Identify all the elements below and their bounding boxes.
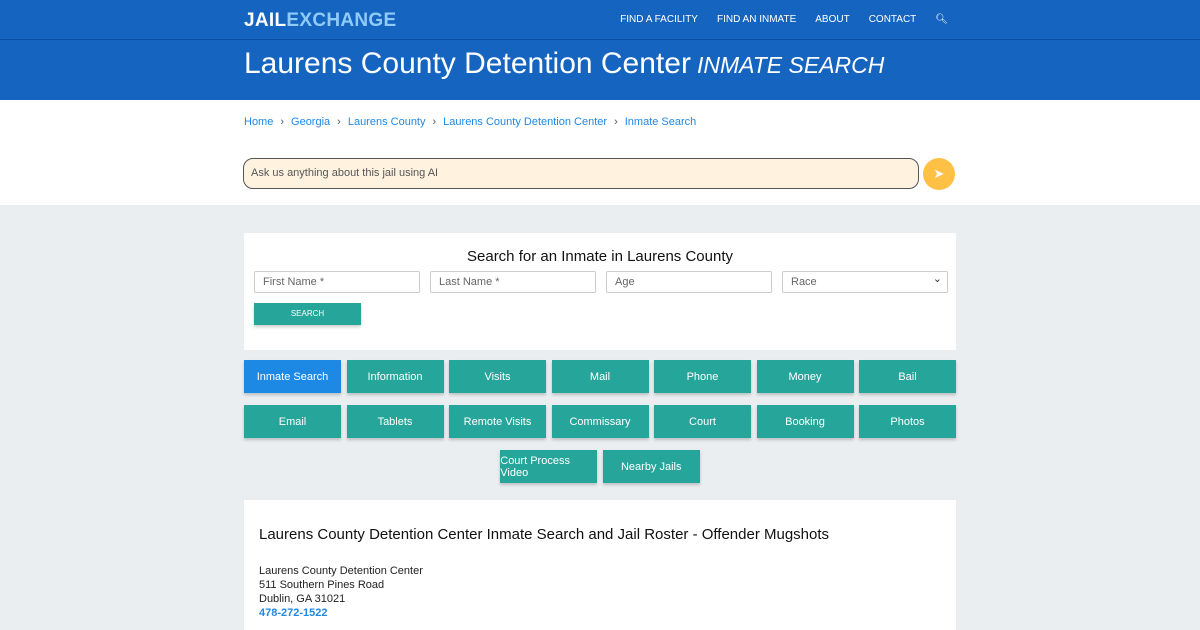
chevron-right-icon: › — [432, 116, 437, 128]
facility-street: 511 Southern Pines Road — [259, 579, 385, 591]
nav-about[interactable]: ABOUT — [815, 14, 850, 25]
search-icon[interactable]: 🔍︎ — [935, 14, 948, 25]
page-title: Laurens County Detention Center INMATE SE… — [244, 47, 884, 81]
race-select[interactable]: Race — [782, 271, 948, 293]
ai-question-input[interactable]: Ask us anything about this jail using AI — [243, 158, 919, 189]
nav-find-facility[interactable]: FIND A FACILITY — [620, 14, 698, 25]
crumb-current[interactable]: Inmate Search — [624, 116, 697, 128]
chevron-right-icon: › — [337, 116, 341, 128]
btn-visits[interactable]: Visits — [449, 360, 546, 393]
header: JAILEXCHANGE FIND A FACILITY FIND AN INM… — [0, 0, 1200, 100]
section-buttons: Inmate Search Information Visits Mail Ph… — [244, 360, 956, 495]
logo-jail: JAIL — [244, 10, 287, 31]
crumb-county[interactable]: Laurens County — [347, 116, 426, 128]
btn-court-process-video[interactable]: Court Process Video — [500, 450, 598, 483]
btn-tablets[interactable]: Tablets — [346, 405, 444, 438]
btn-court[interactable]: Court — [654, 405, 751, 438]
btn-inmate-search[interactable]: Inmate Search — [244, 360, 341, 393]
btn-commissary[interactable]: Commissary — [551, 405, 649, 438]
btn-nearby-jails[interactable]: Nearby Jails — [602, 450, 700, 483]
btn-money[interactable]: Money — [756, 360, 854, 393]
crumb-facility[interactable]: Laurens County Detention Center — [443, 116, 608, 128]
btn-booking[interactable]: Booking — [756, 405, 854, 438]
chevron-right-icon: › — [614, 116, 618, 128]
facility-city: Dublin, GA 31021 — [259, 593, 346, 605]
breadcrumb: Home › Georgia › Laurens County › Laurens C… — [244, 116, 696, 128]
btn-phone[interactable]: Phone — [654, 360, 751, 393]
crumb-state[interactable]: Georgia — [291, 116, 331, 128]
logo[interactable]: JAILEXCHANGE — [244, 10, 396, 32]
btn-bail[interactable]: Bail — [859, 360, 956, 393]
btn-remote-visits[interactable]: Remote Visits — [449, 405, 546, 438]
logo-exchange: EXCHANGE — [286, 10, 397, 31]
age-input[interactable]: Age — [606, 271, 772, 293]
nav-find-inmate[interactable]: FIND AN INMATE — [716, 14, 797, 25]
info-card: Laurens County Detention Center Inmate S… — [244, 500, 956, 630]
inmate-search-card: Search for an Inmate in Laurens County F… — [244, 233, 956, 350]
title-subtitle: INMATE SEARCH — [696, 52, 885, 78]
btn-email[interactable]: Email — [244, 405, 341, 438]
title-text: Laurens County Detention Center — [244, 47, 691, 80]
facility-phone-link[interactable]: 478-272-1522 — [259, 607, 328, 619]
btn-photos[interactable]: Photos — [859, 405, 956, 438]
facility-name: Laurens County Detention Center — [259, 565, 423, 577]
first-name-input[interactable]: First Name * — [254, 271, 420, 293]
nav-contact[interactable]: CONTACT — [868, 14, 917, 25]
search-heading: Search for an Inmate in Laurens County — [467, 248, 733, 265]
navbar: JAILEXCHANGE FIND A FACILITY FIND AN INM… — [0, 0, 1200, 40]
last-name-input[interactable]: Last Name * — [430, 271, 596, 293]
info-heading: Laurens County Detention Center Inmate S… — [259, 526, 830, 543]
crumb-home[interactable]: Home — [244, 116, 274, 128]
send-icon[interactable]: ➤ — [923, 158, 955, 190]
btn-information[interactable]: Information — [346, 360, 444, 393]
btn-mail[interactable]: Mail — [551, 360, 649, 393]
chevron-right-icon: › — [280, 116, 285, 128]
search-button[interactable]: SEARCH — [254, 303, 361, 325]
